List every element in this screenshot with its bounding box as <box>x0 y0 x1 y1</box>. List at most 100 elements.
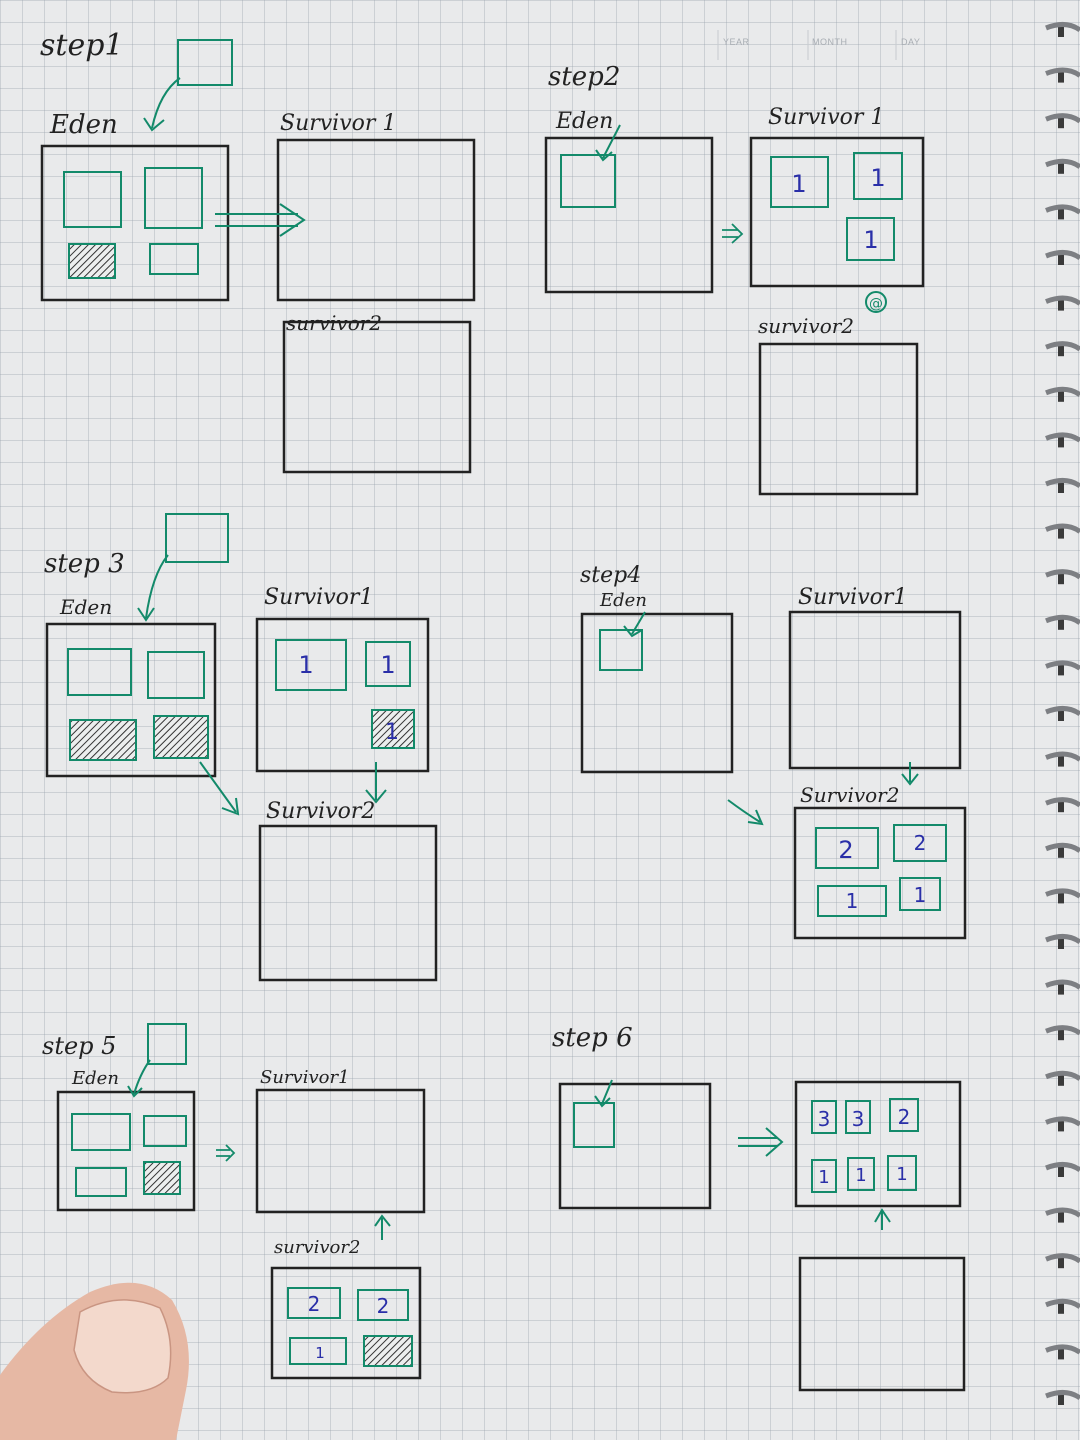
eden-dead-object <box>153 715 209 759</box>
survivor2-box <box>270 1266 422 1380</box>
binding-ring <box>1045 341 1080 352</box>
move-arrow <box>722 223 744 244</box>
survivor-object <box>887 1155 917 1191</box>
binding-hole <box>1058 1028 1064 1041</box>
eden-dead-object <box>143 1161 181 1195</box>
survivor-object <box>889 1098 919 1132</box>
binding-ring <box>1045 614 1080 625</box>
binding-ring <box>1045 250 1080 261</box>
move-arrow <box>374 1214 391 1240</box>
age-label: 1 <box>298 651 313 679</box>
move-arrow <box>215 203 306 237</box>
survivor-object <box>853 152 903 200</box>
binding-ring <box>1045 797 1080 808</box>
binding-ring <box>1045 660 1080 671</box>
survivor2-box <box>258 824 438 982</box>
result-objects: 3 3 2 1 1 1 <box>811 1098 919 1193</box>
binding-ring <box>1045 386 1080 397</box>
survivor-object <box>289 1337 347 1365</box>
eden-object <box>63 171 122 228</box>
binding-hole <box>1058 344 1064 357</box>
survivor-dead-object <box>371 709 415 749</box>
survivor-object <box>770 156 829 208</box>
eden-object <box>143 1115 187 1147</box>
move-arrow <box>901 762 919 786</box>
binding-hole <box>1058 1393 1064 1405</box>
step-5: step 5 Eden Survivor1 survivor2 2 2 1 <box>42 1023 426 1380</box>
survivor1-box <box>255 617 430 773</box>
binding-ring <box>1045 158 1080 169</box>
binding-ring <box>1045 22 1080 33</box>
binding-hole <box>1058 845 1064 858</box>
survivor2-box <box>798 1256 966 1392</box>
survivor1-label: Survivor1 <box>264 585 373 610</box>
binding-ring <box>1045 888 1080 899</box>
survivor1-box <box>794 1080 962 1208</box>
survivor2-box <box>793 806 967 940</box>
age-label: 2 <box>377 1294 390 1318</box>
binding-ring <box>1045 295 1080 306</box>
survivor1-label: Survivor1 <box>798 585 907 610</box>
binding-hole <box>1058 435 1064 448</box>
eden-label: Eden <box>71 1068 119 1089</box>
survivor-object <box>847 1157 875 1191</box>
binding-hole <box>1058 1165 1064 1177</box>
new-object <box>573 1102 615 1148</box>
age-label: 1 <box>896 1164 907 1185</box>
move-arrow <box>738 1127 784 1157</box>
survivor2-label: Survivor2 <box>266 799 375 824</box>
survivor-object <box>846 217 895 261</box>
binding-hole <box>1058 253 1064 265</box>
binding-hole <box>1058 1073 1064 1086</box>
survivor1-label: Survivor 1 <box>768 105 884 130</box>
step-1: step1 Eden Survivor 1 survivor2 <box>40 28 476 474</box>
binding-hole <box>1058 481 1064 493</box>
eden-object <box>71 1113 131 1151</box>
eden-box <box>558 1082 712 1210</box>
allocate-arrow <box>137 554 169 622</box>
move-arrow <box>216 1144 236 1162</box>
age-label: 1 <box>791 170 806 198</box>
binding-ring <box>1045 1207 1080 1218</box>
new-object <box>599 629 643 671</box>
promote-arrow <box>365 762 387 804</box>
binding-ring <box>1045 751 1080 762</box>
eden-label: Eden <box>49 110 118 140</box>
step-3: step 3 Eden Survivor1 Survivor2 1 1 1 <box>44 513 438 982</box>
binding-ring <box>1045 842 1080 853</box>
survivor1-label: Survivor1 <box>260 1067 350 1088</box>
eden-object <box>147 651 205 699</box>
eden-object <box>149 243 199 275</box>
survivor-object <box>893 824 947 862</box>
allocate-arrow-head <box>143 117 165 132</box>
eden-box <box>45 622 217 778</box>
move-arrow <box>199 761 240 816</box>
eden-label: Eden <box>555 109 613 134</box>
move-arrow <box>727 799 764 826</box>
spiral-binding <box>1045 22 1080 1405</box>
binding-hole <box>1058 25 1064 37</box>
step-2: step2 Eden Survivor 1 survivor2 1 1 1 @ <box>544 62 925 496</box>
survivor2-label: survivor2 <box>758 314 854 338</box>
age-label: 3 <box>852 1107 865 1131</box>
binding-ring <box>1045 478 1080 489</box>
binding-ring <box>1045 1025 1080 1036</box>
survivor2-label: survivor2 <box>274 1237 360 1258</box>
eden-label: Eden <box>599 590 647 611</box>
binding-hole <box>1058 709 1064 721</box>
age-label: 1 <box>380 651 395 679</box>
binding-ring <box>1045 1253 1080 1264</box>
age-label: 1 <box>863 226 878 254</box>
binding-hole <box>1058 1119 1064 1132</box>
allocate-arrow <box>623 611 646 638</box>
binding-ring <box>1045 432 1080 443</box>
binding-ring <box>1045 1298 1080 1309</box>
survivor-object <box>811 1159 837 1193</box>
allocate-arrow <box>594 1079 613 1108</box>
binding-hole <box>1058 207 1064 220</box>
step-title: step1 <box>40 28 124 63</box>
binding-ring <box>1045 67 1080 78</box>
move-arrow <box>874 1208 891 1230</box>
